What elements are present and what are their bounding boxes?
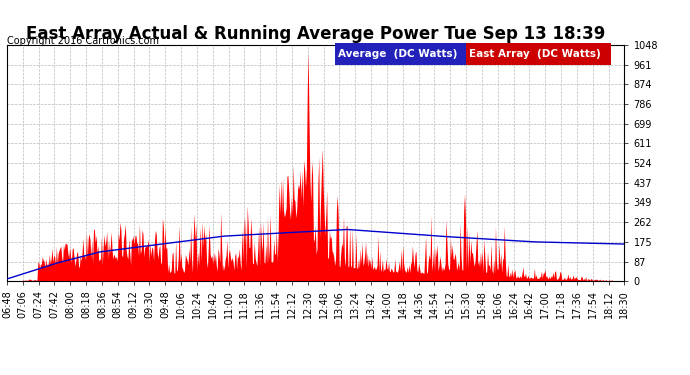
Text: Average  (DC Watts): Average (DC Watts)	[338, 49, 457, 59]
Text: Copyright 2016 Cartronics.com: Copyright 2016 Cartronics.com	[7, 36, 159, 46]
Title: East Array Actual & Running Average Power Tue Sep 13 18:39: East Array Actual & Running Average Powe…	[26, 26, 605, 44]
Text: East Array  (DC Watts): East Array (DC Watts)	[469, 49, 601, 59]
